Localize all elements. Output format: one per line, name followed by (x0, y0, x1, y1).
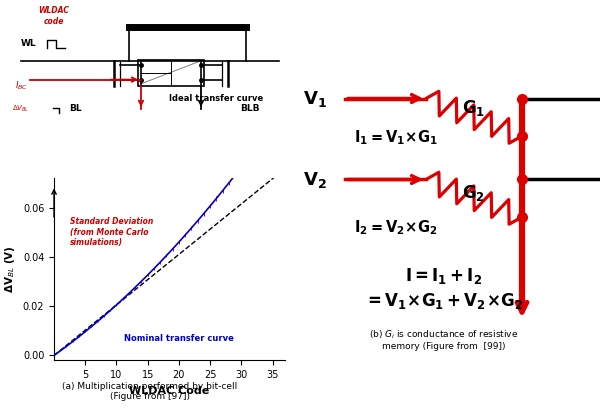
Text: BL: BL (69, 103, 82, 113)
Text: $\mathbf{G_1}$: $\mathbf{G_1}$ (462, 98, 485, 117)
Text: $\mathbf{G_2}$: $\mathbf{G_2}$ (462, 183, 485, 203)
Text: $\mathbf{I_2 = V_2\!\times\!G_2}$: $\mathbf{I_2 = V_2\!\times\!G_2}$ (354, 218, 437, 237)
Text: (a) Multiplication performed by bit-cell
(Figure from [97]): (a) Multiplication performed by bit-cell… (62, 382, 238, 401)
Text: $I_{BC}$: $I_{BC}$ (15, 80, 28, 92)
Text: $\mathbf{V_1}$: $\mathbf{V_1}$ (303, 88, 327, 109)
Text: Nominal transfer curve: Nominal transfer curve (124, 334, 234, 343)
Text: (b) $G_i$ is conductance of resistive
memory (Figure from  [99]): (b) $G_i$ is conductance of resistive me… (370, 328, 518, 352)
Text: $\mathbf{V_2}$: $\mathbf{V_2}$ (303, 170, 327, 189)
Text: WL: WL (21, 39, 37, 49)
Text: Ideal transfer curve: Ideal transfer curve (169, 94, 263, 103)
Text: WLDAC
code: WLDAC code (38, 6, 70, 26)
Text: $\mathbf{I = I_1 + I_2}$: $\mathbf{I = I_1 + I_2}$ (406, 266, 482, 285)
Text: Standard Deviation
(from Monte Carlo
simulations): Standard Deviation (from Monte Carlo sim… (70, 217, 153, 247)
Text: BLB: BLB (240, 103, 260, 113)
Text: $\Delta V_{BL}$: $\Delta V_{BL}$ (12, 104, 29, 114)
X-axis label: WLDAC Code: WLDAC Code (130, 385, 209, 396)
Text: $\mathbf{= V_1{\!\times\!}G_1 + V_2{\!\times\!}G_2}$: $\mathbf{= V_1{\!\times\!}G_1 + V_2{\!\t… (364, 291, 524, 311)
Text: $\mathbf{I_1 = V_1\!\times\!G_1}$: $\mathbf{I_1 = V_1\!\times\!G_1}$ (354, 128, 438, 147)
FancyBboxPatch shape (138, 60, 204, 86)
Y-axis label: ΔV$_{BL}$ (V): ΔV$_{BL}$ (V) (3, 246, 17, 293)
